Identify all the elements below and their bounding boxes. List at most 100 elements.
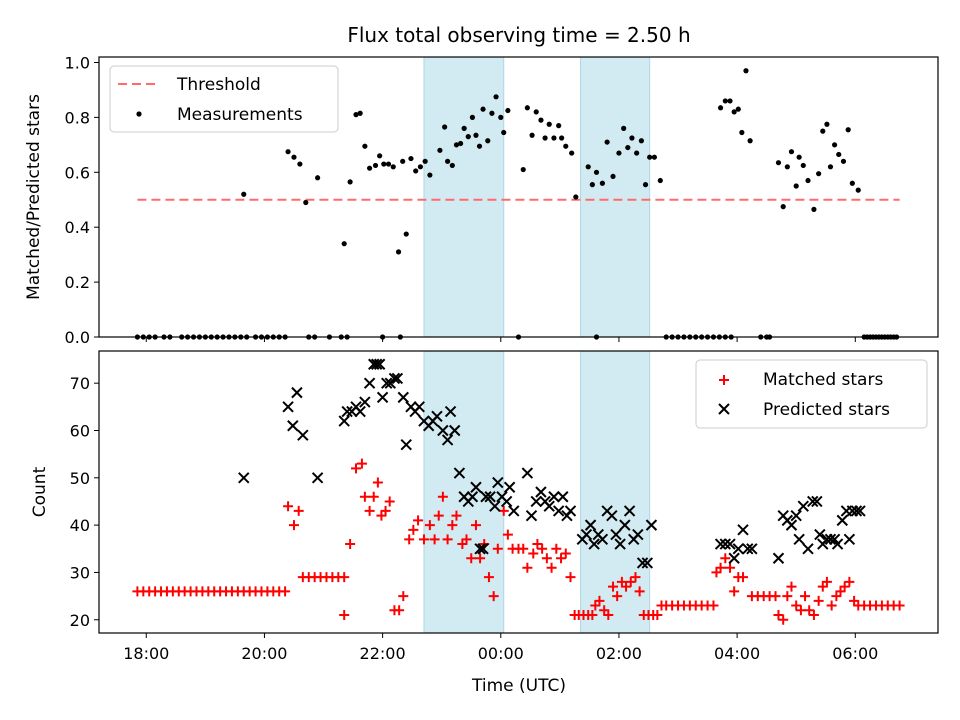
matched-point: [839, 581, 850, 592]
matched-point: [356, 458, 367, 469]
predicted-point: [376, 391, 389, 404]
measurement-point: [529, 132, 535, 138]
measurement-point: [827, 164, 834, 170]
measurement-point: [604, 139, 610, 145]
matched-point: [404, 534, 415, 545]
matched-point: [408, 524, 419, 535]
y-tick-label: 60: [70, 421, 90, 440]
x-tick-label: 04:00: [714, 644, 760, 663]
matched-point: [351, 463, 362, 474]
series-matched-stars: [132, 458, 905, 625]
measurement-point: [489, 110, 495, 116]
predicted-point: [466, 491, 479, 503]
matched-point: [565, 572, 576, 583]
predicted-point: [508, 505, 520, 517]
measurement-point: [347, 179, 353, 185]
predicted-point: [724, 538, 736, 550]
predicted-point: [373, 358, 386, 370]
measurement-point: [657, 177, 663, 184]
matched-point: [804, 605, 815, 616]
matched-point: [442, 534, 453, 545]
predicted-point: [359, 396, 371, 408]
predicted-point: [732, 543, 745, 555]
predicted-point: [719, 538, 732, 550]
predicted-point: [363, 377, 376, 389]
predicted-point: [610, 528, 622, 541]
predicted-point: [843, 533, 856, 546]
matched-point: [826, 600, 837, 611]
measurement-point: [731, 109, 737, 115]
matched-point: [475, 553, 486, 564]
axes-frame: [98, 56, 939, 338]
predicted-point: [737, 524, 749, 536]
matched-point: [345, 539, 356, 550]
matched-point: [537, 543, 548, 554]
predicted-point: [645, 519, 658, 531]
predicted-point: [489, 500, 501, 512]
predicted-point: [484, 491, 496, 503]
matched-point: [551, 543, 562, 554]
predicted-point: [814, 528, 826, 541]
y-tick-label: 50: [70, 469, 90, 488]
ratio-axes: 0.0 0.2 0.4 0.6 0.8 1.0 Matched/Predicted star…: [24, 53, 939, 347]
matched-point: [339, 610, 350, 621]
matched-point: [546, 562, 557, 573]
measurement-point: [739, 129, 745, 136]
legend-matched-swatch: [719, 375, 729, 385]
measurement-point: [381, 161, 387, 167]
matched-point: [384, 496, 395, 507]
measurement-point: [400, 158, 406, 164]
predicted-point: [477, 543, 489, 555]
predicted-point: [797, 500, 809, 512]
measurement-point: [727, 98, 733, 104]
legend-measurement-label: Measurements: [177, 105, 303, 125]
x-tick-label: 18:00: [123, 644, 169, 663]
measurement-point: [444, 158, 451, 164]
measurement-point: [647, 154, 653, 160]
legend-predicted-swatch: [718, 403, 730, 415]
legend-box: [109, 65, 339, 133]
legend: Threshold Measurements: [109, 65, 339, 133]
predicted-point: [850, 505, 863, 517]
predicted-point: [503, 481, 516, 493]
measurement-point: [820, 128, 826, 134]
x-axis-label: Time (UTC): [471, 676, 566, 696]
y-tick-label: 0.4: [65, 218, 90, 237]
predicted-point: [391, 372, 404, 385]
measurement-point: [533, 109, 539, 115]
measurement-point: [546, 121, 552, 127]
matched-point: [894, 600, 905, 611]
measurement-point: [473, 132, 479, 138]
measurement-point: [625, 144, 631, 151]
predicted-point: [746, 543, 758, 555]
measurement-point: [599, 180, 606, 186]
matched-point: [725, 562, 736, 573]
predicted-point: [441, 434, 454, 446]
predicted-point: [388, 372, 401, 385]
measurement-point: [417, 164, 424, 170]
measurement-point: [573, 194, 579, 200]
measurement-point: [800, 162, 806, 169]
measurement-point: [427, 172, 433, 178]
measurement-point: [485, 138, 491, 144]
y-tick-label: 30: [70, 563, 90, 582]
measurement-point: [291, 154, 297, 160]
measurement-point: [816, 171, 822, 177]
measurement-point: [832, 142, 838, 148]
matched-point: [380, 505, 391, 516]
measurement-point: [651, 154, 657, 160]
predicted-point: [381, 377, 393, 389]
matched-point: [528, 548, 539, 559]
matched-point: [603, 610, 614, 621]
measurement-point: [285, 149, 291, 155]
matched-point: [813, 595, 824, 606]
measurement-point: [563, 143, 569, 149]
matched-point: [729, 586, 740, 597]
matched-point: [770, 591, 781, 602]
predicted-point: [552, 505, 565, 517]
predicted-point: [338, 415, 350, 427]
matched-point: [437, 491, 448, 502]
matched-point: [424, 520, 435, 531]
highlight-band: [580, 56, 651, 338]
matched-point: [492, 543, 503, 554]
